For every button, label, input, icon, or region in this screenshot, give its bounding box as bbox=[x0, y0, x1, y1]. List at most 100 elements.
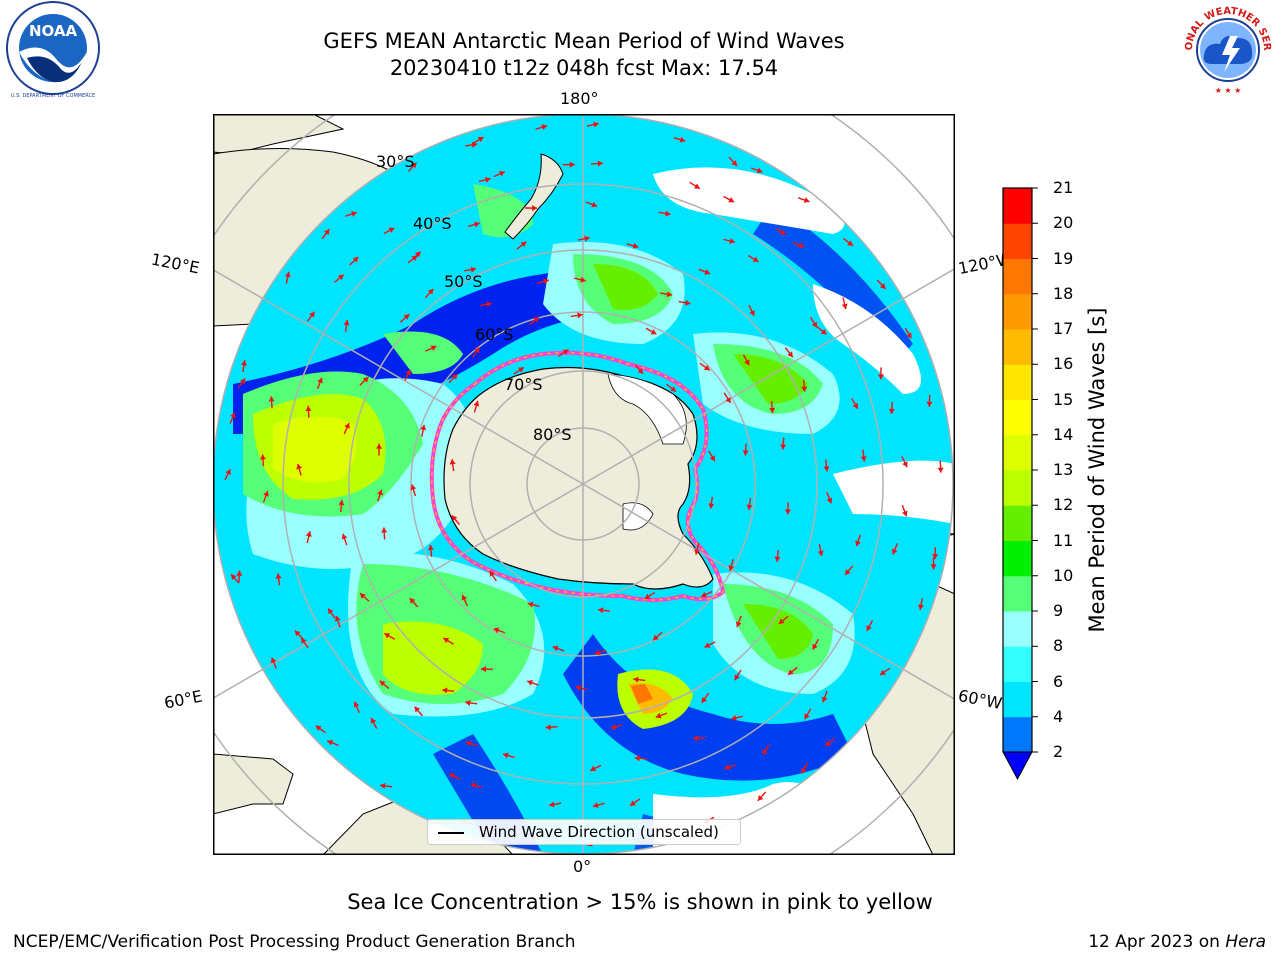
wave-direction-arrow bbox=[345, 211, 358, 217]
wave-direction-arrow bbox=[305, 531, 312, 544]
wave-direction-arrow bbox=[237, 378, 246, 389]
colorbar-tick-label: 2 bbox=[1053, 742, 1064, 761]
colorbar-tick-label: 14 bbox=[1053, 424, 1074, 444]
wave-direction-arrow bbox=[930, 557, 937, 570]
wave-direction-arrow bbox=[527, 601, 540, 608]
wave-direction-arrow bbox=[723, 238, 736, 244]
wave-direction-arrow bbox=[652, 631, 663, 641]
wave-direction-arrow bbox=[891, 543, 899, 555]
wave-direction-arrow bbox=[774, 549, 781, 562]
wave-direction-arrow bbox=[526, 679, 539, 686]
land-africa-top bbox=[213, 114, 345, 155]
wave-direction-arrow bbox=[821, 690, 828, 703]
colorbar-band bbox=[1003, 470, 1032, 506]
colorbar-band bbox=[1003, 505, 1032, 541]
wave-direction-arrow bbox=[823, 459, 830, 472]
wave-direction-arrow bbox=[493, 627, 506, 634]
colorbar-tick-label: 17 bbox=[1053, 319, 1074, 338]
colorbar-band bbox=[1003, 611, 1032, 647]
lat-label-70s: 70°S bbox=[504, 375, 543, 394]
wave-direction-arrow bbox=[334, 274, 345, 283]
wave-direction-arrow bbox=[876, 279, 887, 290]
wave-direction-arrow bbox=[353, 701, 360, 713]
wave-direction-arrow bbox=[472, 136, 484, 144]
wave-direction-arrow bbox=[655, 712, 668, 719]
lon-label-120e: 120°E bbox=[149, 249, 202, 278]
wave-direction-arrow bbox=[480, 666, 493, 673]
date-text: 12 Apr 2023 on bbox=[1088, 932, 1226, 952]
wave-direction-arrow bbox=[558, 349, 569, 357]
wave-direction-arrow bbox=[236, 570, 243, 583]
wave-direction-arrow bbox=[516, 241, 527, 250]
sea-ice-note: Sea Ice Concentration > 15% is shown in … bbox=[347, 890, 933, 914]
wave-direction-arrow bbox=[411, 251, 422, 261]
wave-direction-arrow bbox=[224, 468, 231, 481]
wave-direction-arrow bbox=[592, 802, 605, 809]
wave-direction-arrow bbox=[780, 437, 787, 450]
wave-direction-arrow bbox=[230, 573, 240, 584]
wave-direction-arrow bbox=[784, 502, 791, 515]
colorbar-tick-label: 20 bbox=[1053, 213, 1074, 233]
lat-label-30s: 30°S bbox=[376, 152, 415, 171]
lon-label-60e: 60°E bbox=[162, 686, 204, 713]
wave-direction-arrow bbox=[750, 167, 763, 174]
svg-text:U.S. DEPARTMENT OF COMMERCE: U.S. DEPARTMENT OF COMMERCE bbox=[11, 93, 95, 99]
colorbar-band bbox=[1003, 293, 1032, 330]
chart-subtitle: 20230410 t12z 048h fcst Max: 17.54 bbox=[389, 56, 779, 80]
wave-direction-arrow bbox=[413, 706, 423, 717]
wave-direction-arrow bbox=[888, 401, 895, 415]
wave-direction-arrow bbox=[570, 312, 583, 319]
wave-direction-arrow bbox=[734, 669, 742, 681]
wave-direction-arrow bbox=[586, 121, 599, 128]
wave-direction-arrow bbox=[762, 744, 770, 756]
wave-direction-arrow bbox=[338, 499, 345, 512]
wave-direction-arrow bbox=[383, 632, 396, 640]
wave-direction-arrow bbox=[381, 527, 388, 540]
wave-direction-arrow bbox=[379, 782, 393, 789]
colorbar-tick-label: 15 bbox=[1053, 389, 1074, 409]
wave-direction-arrow bbox=[470, 782, 483, 789]
wave-direction-arrow bbox=[479, 301, 492, 308]
wave-direction-arrow bbox=[537, 278, 550, 285]
map-legend: Wind Wave Direction (unscaled) bbox=[427, 819, 741, 845]
wave-direction-arrow bbox=[634, 364, 644, 375]
wave-direction-arrow bbox=[590, 160, 603, 167]
wave-direction-arrow bbox=[855, 534, 862, 547]
wave-direction-arrow bbox=[294, 630, 304, 640]
wave-direction-arrow bbox=[589, 764, 602, 772]
wave-direction-arrow bbox=[769, 401, 776, 414]
wave-direction-arrow bbox=[610, 723, 623, 730]
lon-label-180: 180° bbox=[560, 89, 599, 108]
wave-direction-arrow bbox=[573, 276, 586, 283]
wave-direction-arrow bbox=[424, 288, 434, 299]
wave-direction-arrow bbox=[723, 195, 735, 203]
wave-direction-arrow bbox=[693, 735, 706, 742]
wave-direction-arrow bbox=[918, 597, 924, 611]
wave-direction-arrow bbox=[465, 141, 478, 148]
wave-direction-arrow bbox=[747, 254, 759, 263]
wave-direction-arrow bbox=[644, 591, 656, 600]
wave-direction-arrow bbox=[824, 738, 836, 747]
colorbar-label: Mean Period of Wind Waves [s] bbox=[1085, 307, 1109, 633]
wave-direction-arrow bbox=[359, 376, 369, 386]
wave-direction-arrow bbox=[757, 791, 767, 802]
wave-direction-arrow bbox=[513, 366, 525, 375]
lat-label-80s: 80°S bbox=[533, 425, 572, 444]
wave-direction-arrow bbox=[349, 256, 359, 266]
wave-direction-arrow bbox=[449, 459, 456, 472]
wave-direction-arrow bbox=[268, 396, 275, 409]
colorbar-band bbox=[1003, 716, 1032, 753]
wave-direction-arrow bbox=[634, 755, 647, 762]
antarctic-map: 30°S 40°S 50°S 60°S 70°S 80°S bbox=[213, 114, 955, 855]
wave-direction-arrow bbox=[658, 210, 671, 217]
wave-direction-arrow bbox=[784, 347, 794, 358]
wave-direction-arrow bbox=[473, 400, 480, 413]
wave-direction-arrow bbox=[376, 443, 383, 456]
legend-line-sample bbox=[438, 832, 464, 834]
wave-direction-arrow bbox=[926, 394, 933, 407]
wave-direction-arrow bbox=[529, 316, 540, 326]
lon-label-60w: 60°W bbox=[956, 685, 1004, 714]
wave-direction-arrow bbox=[787, 666, 798, 676]
wave-direction-arrow bbox=[660, 291, 673, 298]
wave-direction-arrow bbox=[809, 317, 818, 328]
